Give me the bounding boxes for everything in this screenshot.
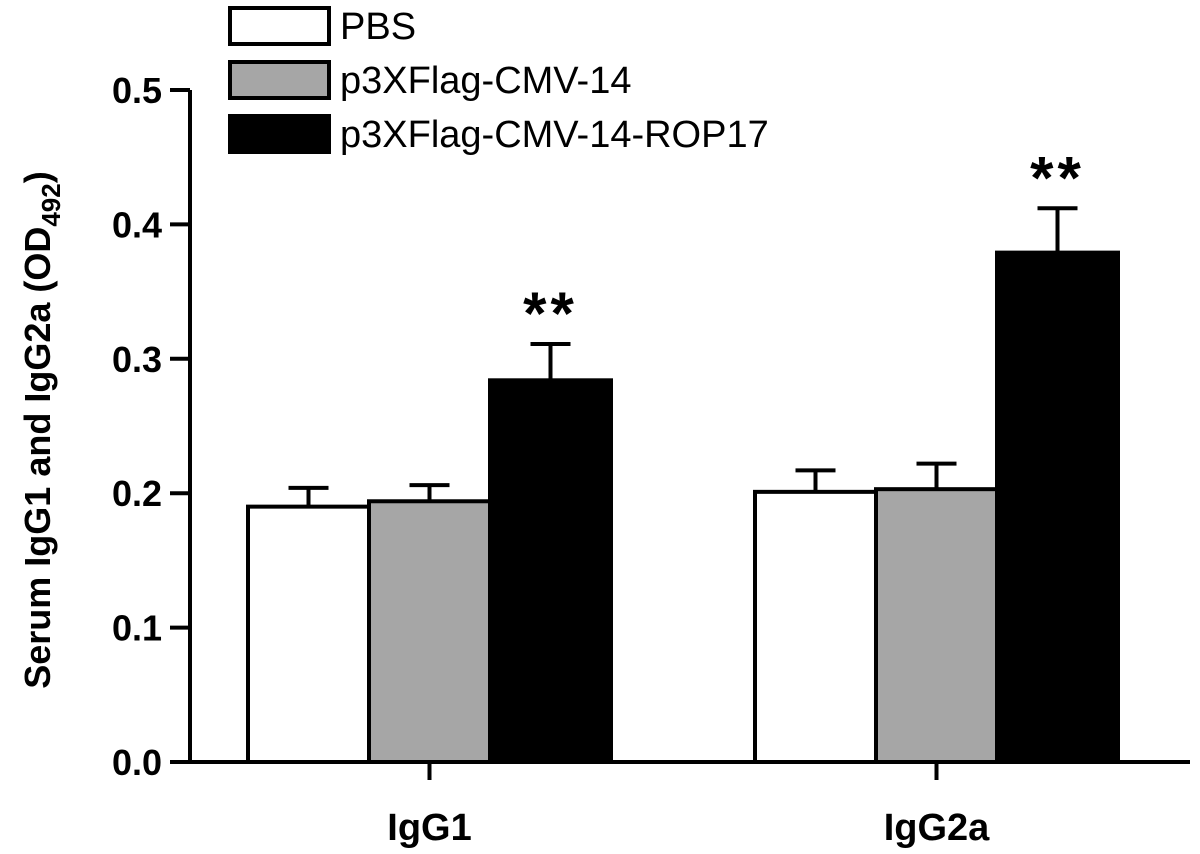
y-tick-label: 0.4 bbox=[112, 204, 162, 245]
bar bbox=[367, 499, 492, 764]
y-axis-label-main: Serum IgG1 and IgG2a (OD bbox=[17, 227, 58, 689]
legend-swatch bbox=[228, 114, 331, 154]
legend-swatch bbox=[228, 60, 331, 100]
legend-swatch bbox=[228, 6, 331, 46]
x-category-label: IgG1 bbox=[387, 807, 471, 849]
y-tick-label: 0.1 bbox=[112, 608, 162, 649]
legend-label: PBS bbox=[340, 6, 416, 48]
legend-label: p3XFlag-CMV-14-ROP17 bbox=[340, 114, 769, 156]
bars: ** ** bbox=[246, 144, 1120, 765]
y-tick-label: 0.3 bbox=[112, 339, 162, 380]
bar bbox=[246, 504, 371, 765]
y-axis-label-subscript: 492 bbox=[36, 183, 66, 226]
significance-marker: ** bbox=[523, 280, 578, 347]
y-axis-label: Serum IgG1 and IgG2a (OD492) bbox=[17, 171, 66, 688]
axes: 0.0 0.1 0.2 0.3 0.4 0.5 IgG1 IgG2a bbox=[112, 70, 1190, 849]
legend: PBS p3XFlag-CMV-14 p3XFlag-CMV-14-ROP17 bbox=[228, 6, 769, 156]
y-axis-label-close: ) bbox=[17, 171, 58, 183]
y-tick-label: 0.2 bbox=[112, 473, 162, 514]
bar bbox=[995, 250, 1120, 764]
legend-label: p3XFlag-CMV-14 bbox=[340, 60, 631, 102]
x-category-label: IgG2a bbox=[884, 807, 990, 849]
bar bbox=[488, 378, 613, 764]
bar bbox=[753, 489, 878, 764]
significance-marker: ** bbox=[1030, 144, 1085, 211]
y-tick-label: 0.5 bbox=[112, 70, 162, 111]
bar bbox=[874, 487, 999, 764]
y-tick-label: 0.0 bbox=[112, 742, 162, 783]
